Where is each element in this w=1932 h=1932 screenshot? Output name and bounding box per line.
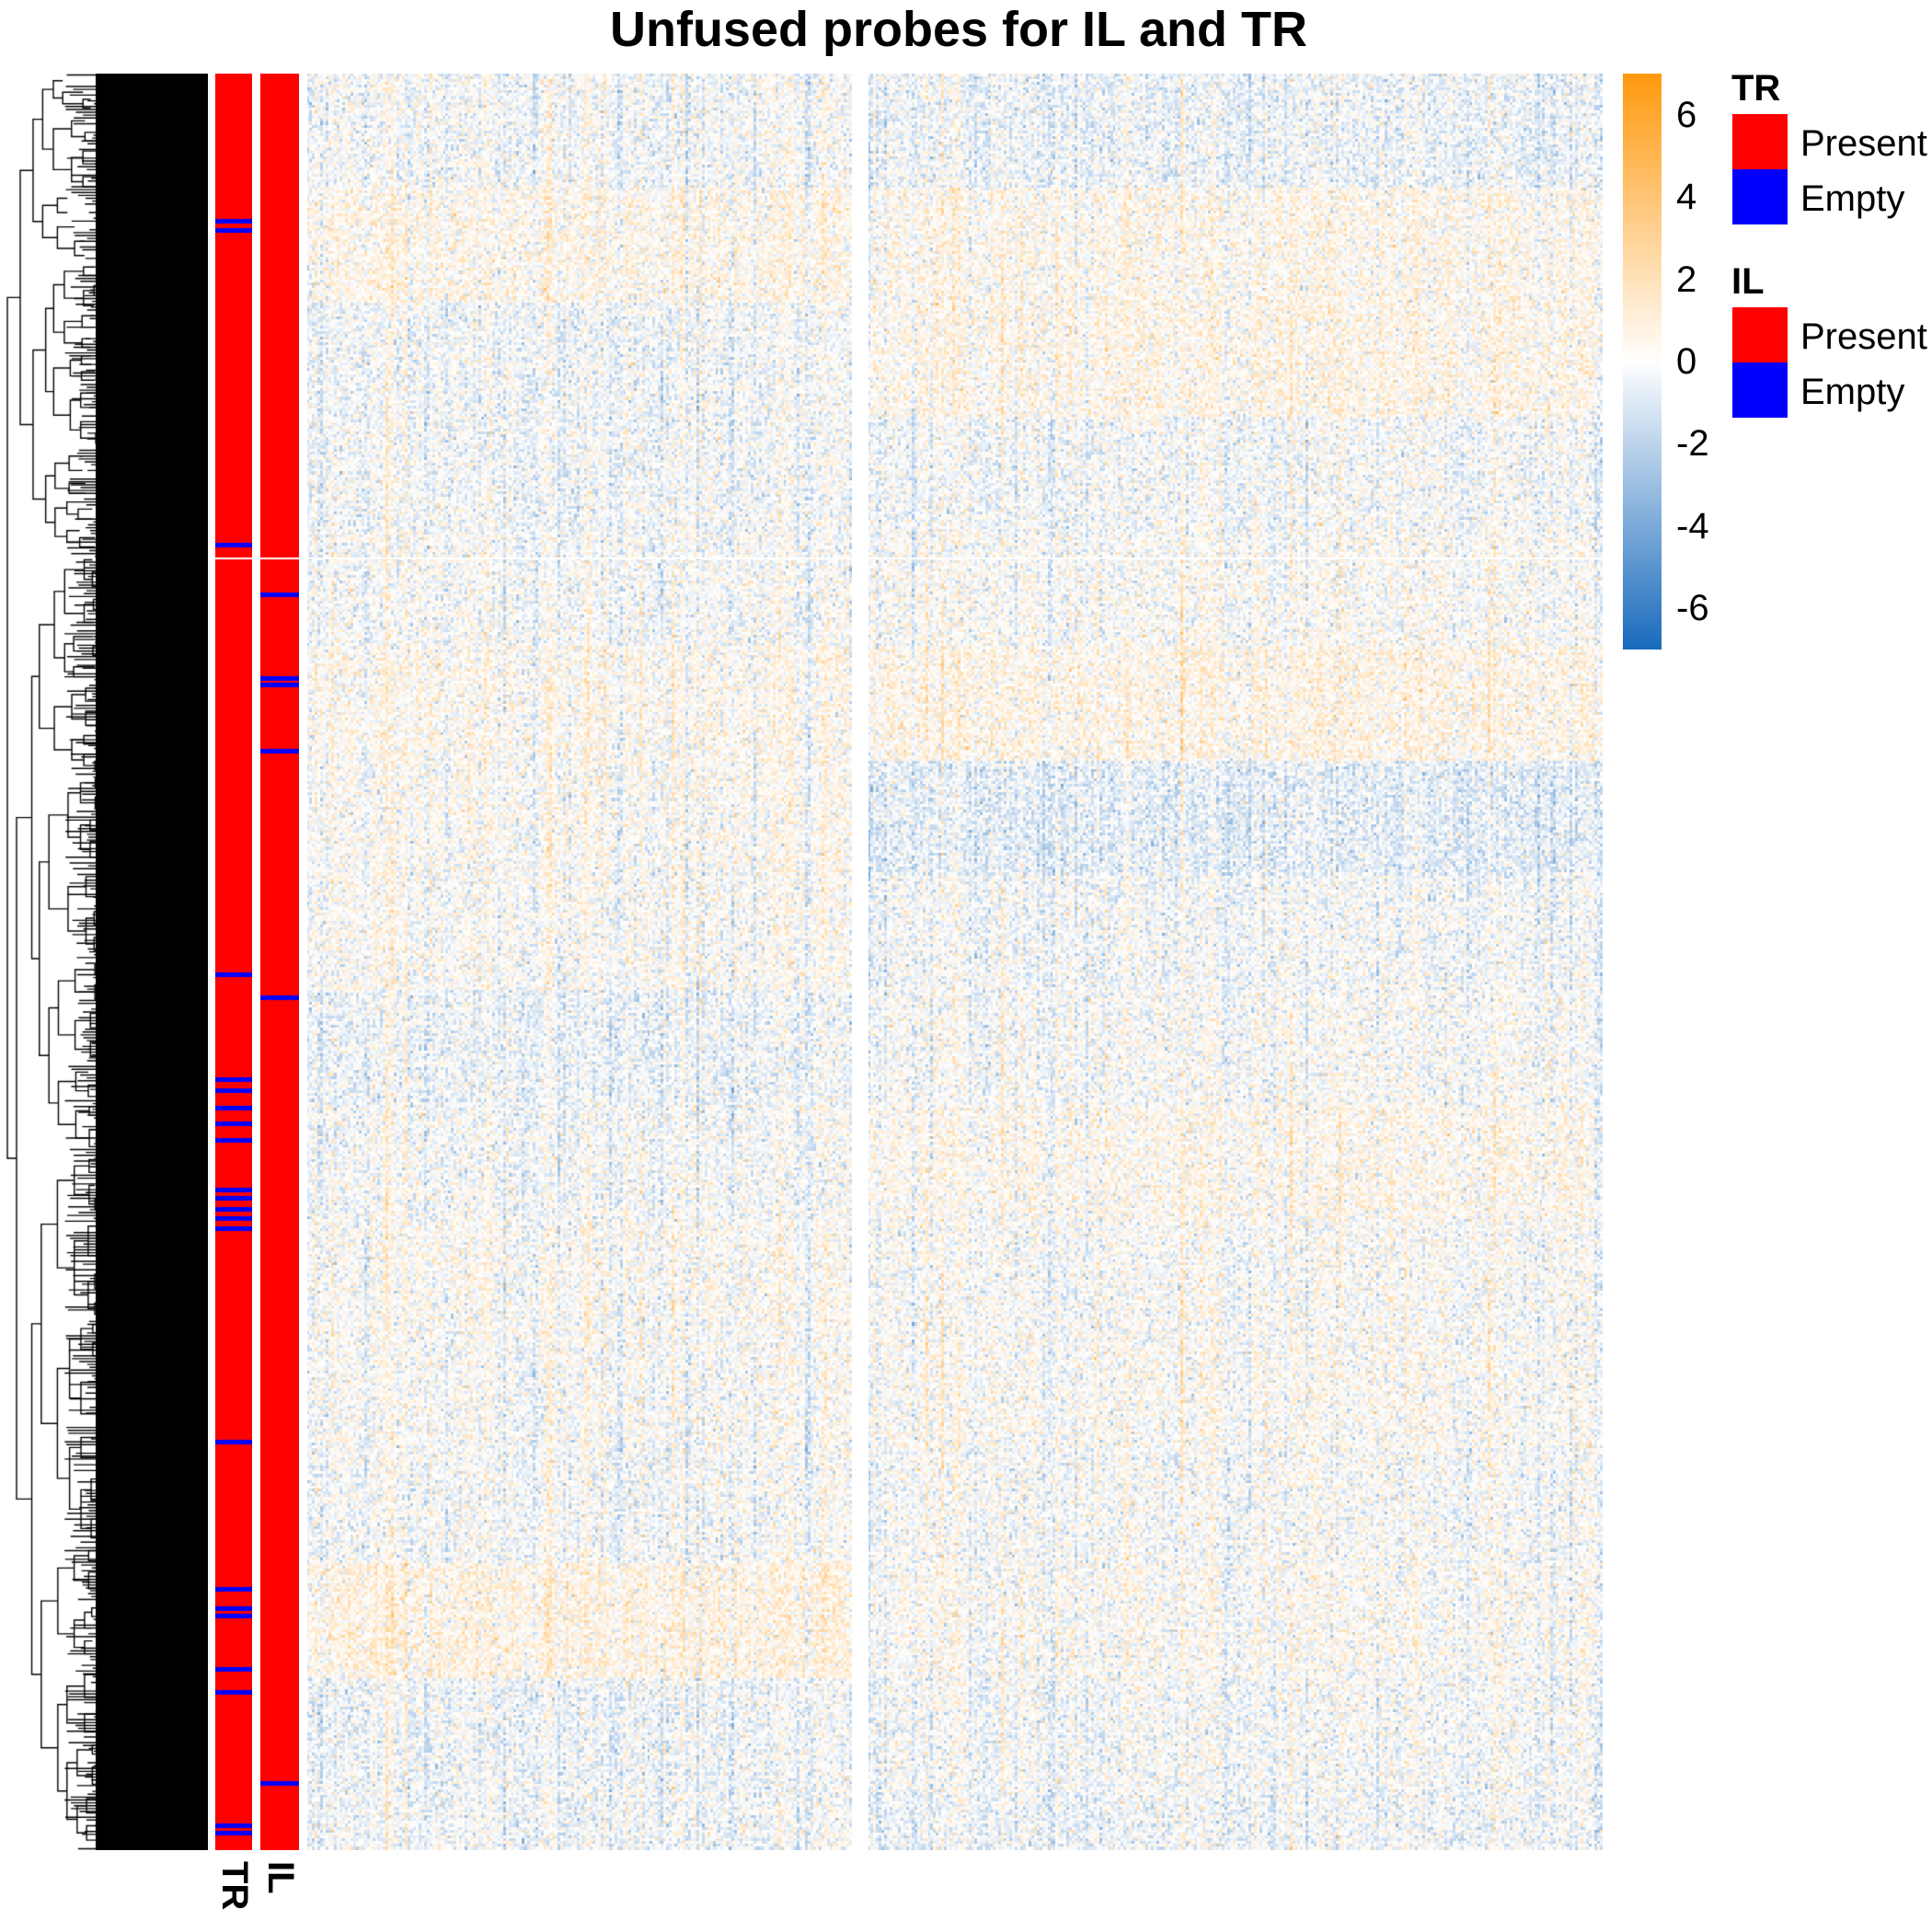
tr-legend-empty-key (1732, 169, 1788, 224)
tr-annotation-bar (215, 74, 252, 1850)
color-scale-tick: -6 (1676, 588, 1709, 629)
chart-title: Unfused probes for IL and TR (609, 2, 1308, 57)
heatmap-panel-right (868, 74, 1603, 1850)
il-legend-present-key (1732, 307, 1788, 362)
color-scale-tick: 6 (1676, 94, 1697, 135)
row-dendrogram (0, 74, 208, 1850)
tr-legend-present-key (1732, 114, 1788, 169)
tr-annotation-label: TR (214, 1861, 255, 1911)
color-scale-bar (1623, 74, 1662, 650)
il-legend-title: IL (1731, 261, 1765, 302)
color-scale-tick: 2 (1676, 259, 1697, 300)
color-scale-tick: -4 (1676, 505, 1709, 546)
color-scale-tick: 4 (1676, 177, 1697, 218)
color-scale-tick: 0 (1676, 341, 1697, 382)
il-annotation-label: IL (260, 1861, 301, 1894)
tr-legend-present-label: Present (1800, 123, 1927, 164)
il-annotation-bar (260, 74, 299, 1850)
il-legend-empty-label: Empty (1800, 372, 1905, 412)
tr-legend-empty-label: Empty (1800, 178, 1905, 219)
il-legend-empty-key (1732, 362, 1788, 418)
color-scale-tick: -2 (1676, 423, 1709, 465)
tr-legend-title: TR (1731, 68, 1781, 109)
heatmap-panel-left (307, 74, 852, 1850)
il-legend-present-label: Present (1800, 316, 1927, 357)
